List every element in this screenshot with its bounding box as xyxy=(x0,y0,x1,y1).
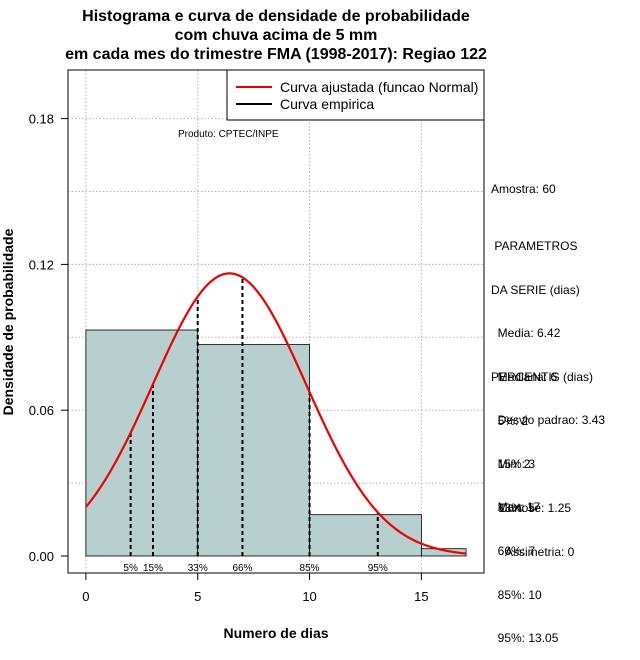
histogram-bar xyxy=(420,548,467,557)
percentile-line: 33%: 5 xyxy=(491,500,536,515)
param-line: Max: 17 xyxy=(491,500,541,514)
percentile-label: 85% xyxy=(300,563,320,574)
percentile-label: 33% xyxy=(188,563,208,574)
histogram-bar xyxy=(85,329,199,557)
percentile-line: 85%: 10 xyxy=(491,587,542,602)
percentile-line: 95%: 13.05 xyxy=(491,631,559,645)
legend-label: Curva empirica xyxy=(280,96,374,112)
y-tick-label: 0.06 xyxy=(29,403,54,418)
product-annotation: Produto: CPTEC/INPE xyxy=(178,129,279,140)
percentile-label: 95% xyxy=(368,563,388,574)
x-axis-title: Numero de dias xyxy=(223,625,328,641)
param-line: DA SERIE (dias) xyxy=(491,282,580,297)
sample-size-text: Amostra: 60 xyxy=(491,182,556,196)
y-tick-label: 0.18 xyxy=(29,112,54,127)
percentile-line: 66%: 7 xyxy=(491,544,536,558)
x-tick-label: 10 xyxy=(302,589,316,604)
series-parameters: PARAMETROS DA SERIE (dias) Media: 6.42 M… xyxy=(491,210,605,529)
percentiles-panel: PERCENTIS (dias) 5%: 2 15%: 3 33%: 5 66%… xyxy=(491,341,593,660)
legend-box xyxy=(226,69,485,121)
param-line: Desvio padrao: 3.43 xyxy=(491,413,606,427)
normal-curve xyxy=(85,272,467,555)
histogram-bar xyxy=(197,344,310,557)
percentile-line: 15%: 3 xyxy=(491,457,536,471)
param-line: PARAMETROS xyxy=(491,239,578,253)
param-line: Min: 2 xyxy=(491,456,531,471)
legend-label: Curva ajustada (funcao Normal) xyxy=(280,79,478,95)
x-tick-label: 0 xyxy=(82,589,89,604)
histogram-bar xyxy=(309,514,422,557)
y-tick-label: 0.12 xyxy=(29,257,54,272)
skewness-text: Assimetria: 0 xyxy=(499,544,575,559)
percentile-label: 66% xyxy=(232,563,252,574)
chart-title-line: em cada mes do trimestre FMA (1998-2017)… xyxy=(65,46,487,63)
x-tick-label: 15 xyxy=(414,589,428,604)
param-line: Media: 6.42 xyxy=(491,326,561,340)
x-tick-label: 5 xyxy=(194,589,201,604)
kurtosis-text: Curtose: 1.25 xyxy=(499,501,572,515)
chart-title-line: com chuva acima de 5 mm xyxy=(175,27,378,44)
percentile-line: 5%: 2 xyxy=(491,413,529,428)
y-axis-title: Densidade de probabilidade xyxy=(0,228,16,415)
chart-title-line: Histograma e curva de densidade de proba… xyxy=(82,8,470,25)
percentile-line: PERCENTIS (dias) xyxy=(491,370,594,384)
shape-statistics: Curtose: 1.25 Assimetria: 0 xyxy=(499,472,574,574)
percentile-label: 15% xyxy=(143,563,163,574)
param-line: Mediana: 6 xyxy=(491,369,558,384)
y-tick-label: 0.00 xyxy=(29,549,54,564)
percentile-label: 5% xyxy=(123,563,138,574)
